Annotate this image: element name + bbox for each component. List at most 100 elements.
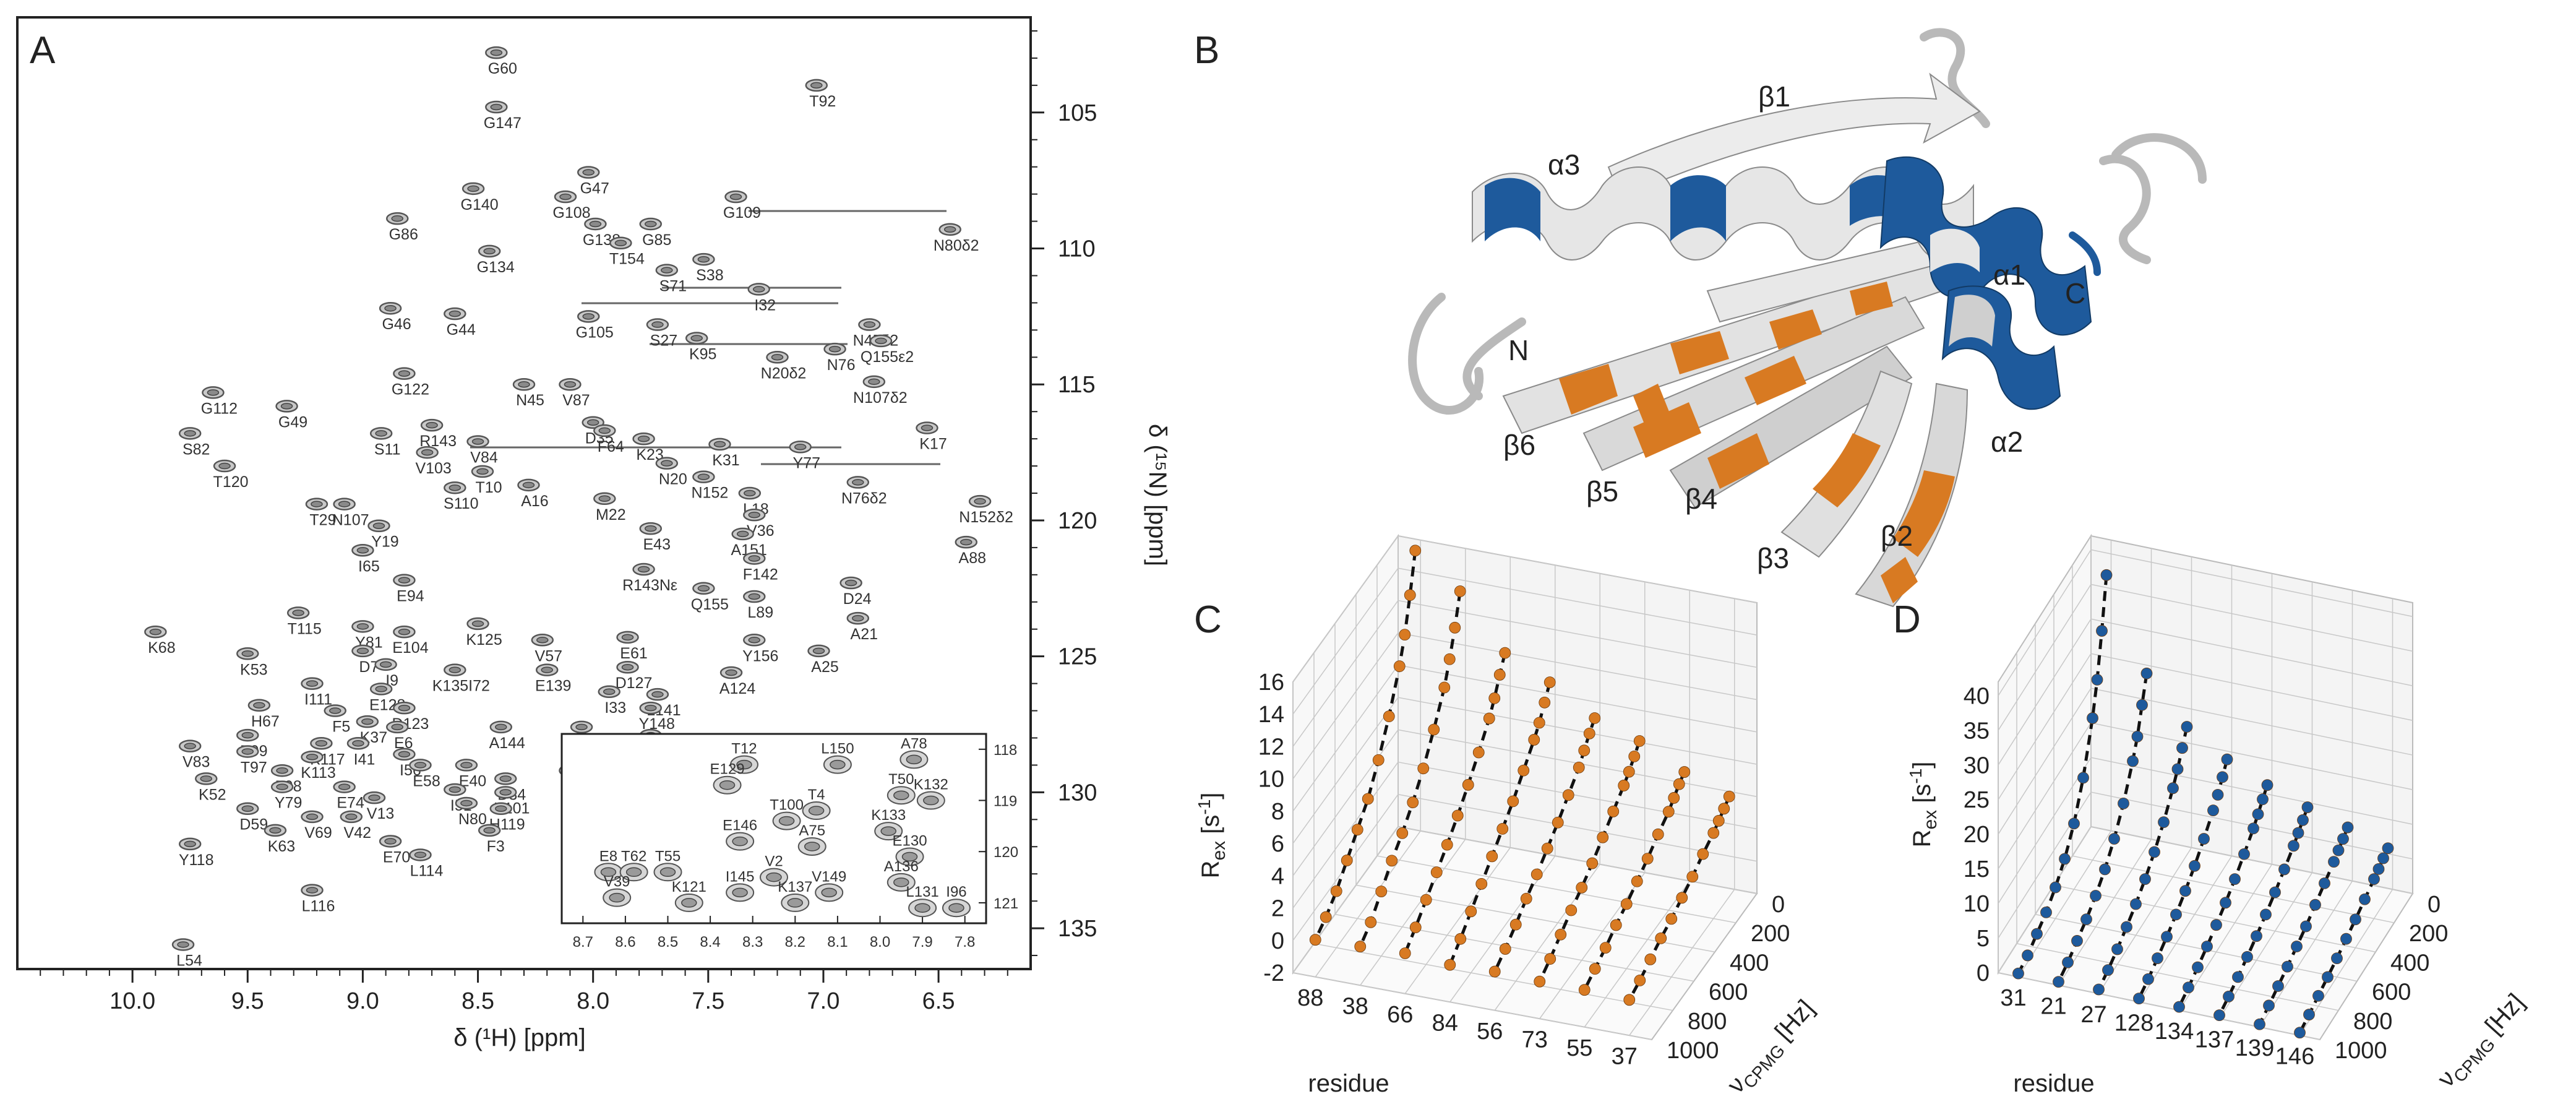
hl-10 [1633, 384, 1670, 427]
d-point-21-0 [2140, 667, 2153, 679]
panel-c-x-label: residue [1308, 1070, 1389, 1097]
d-grid-res-floor [2299, 889, 2394, 1036]
peak-contour-inner-87 [253, 702, 265, 709]
d-point-31-0 [2100, 569, 2113, 581]
inset-xtick-label-7: 8.0 [870, 934, 890, 950]
peak-label-73: E61 [620, 645, 647, 662]
a-ytick-label-4: 125 [1058, 644, 1097, 670]
peak-label-23: N76 [827, 356, 856, 374]
peak-label-53: N107 [332, 512, 369, 529]
peak-contour-inner-49 [598, 495, 611, 502]
d-grid-res-floor [2178, 864, 2273, 1011]
inset-peak-label-6: T100 [770, 797, 804, 814]
d-point-128-3 [2207, 804, 2219, 816]
inset-peak-label-15: V2 [765, 853, 783, 870]
d-point-139-10 [2263, 999, 2275, 1012]
d-grid-freq-floor [2035, 913, 2358, 982]
peak-contour-inner-28 [564, 381, 577, 388]
c-point-73-1 [1628, 750, 1641, 762]
peak-contour-inner-12 [483, 248, 496, 255]
inset-peak-inner-7 [808, 806, 825, 816]
hl-2 [1670, 331, 1729, 374]
c-point-38-6 [1407, 796, 1419, 809]
peak-label-81: D127 [616, 674, 653, 692]
c-ztick-label-8: 0 [1271, 928, 1284, 954]
peak-contour-inner-125 [306, 887, 319, 894]
inset-peak-label-23: I96 [946, 884, 966, 900]
d-point-137-9 [2232, 971, 2244, 983]
peak-contour-inner-54 [748, 511, 761, 519]
c-res-label-5: 73 [1522, 1027, 1548, 1053]
c-point-56-11 [1488, 965, 1501, 978]
panel-c-ticks: 16 14 12 10 8 6 4 2 0 -2 88 38 66 84 56 73 55 37 0 200 400 60… [1258, 670, 1790, 1069]
peak-contour-inner-117 [495, 805, 507, 812]
peak-label-25: G122 [392, 381, 429, 399]
d-point-31-9 [2031, 928, 2043, 940]
peak-contour-inner-59 [960, 538, 972, 546]
peak-label-69: K125 [466, 631, 502, 649]
peak-label-5: G108 [552, 204, 590, 222]
c-ztick-label-9: -2 [1263, 960, 1284, 986]
peak-contour-inner-90 [328, 707, 341, 714]
inset-peak-inner-11 [901, 851, 918, 862]
peak-label-111: Y79 [275, 795, 302, 812]
d-grid-z-side [1998, 584, 2092, 731]
panel-d-z-label-unit: [s [1908, 784, 1936, 810]
c-point-55-9 [1599, 942, 1612, 954]
d-point-21-11 [2053, 976, 2064, 988]
peak-contour-inner-22 [690, 335, 703, 342]
peak-label-63: D24 [843, 590, 872, 608]
peak-label-83: I111 [304, 691, 332, 709]
d-point-27-9 [2111, 943, 2123, 955]
label-beta3: β3 [1757, 542, 1789, 574]
hl-4 [1633, 402, 1701, 458]
c-res-label-4: 56 [1477, 1019, 1503, 1045]
panel-c-series [1309, 545, 1735, 1006]
inset-peak-label-18: V149 [812, 868, 846, 885]
c-ztick-label-6: 4 [1271, 863, 1284, 889]
peak-label-14: S71 [659, 278, 687, 295]
inset-xtick-label-2: 8.5 [658, 934, 678, 950]
peak-label-9: G85 [642, 231, 671, 249]
d-point-128-9 [2152, 952, 2163, 964]
peak-label-55: Y19 [371, 533, 398, 551]
peak-contour-inner-78 [449, 666, 462, 673]
c-point-73-10 [1544, 953, 1556, 965]
panel-a-inset: 8.7 8.6 8.5 8.4 8.3 8.2 8.1 8.0 7.9 7.8 118 119 120… [560, 733, 1018, 950]
c-point-66-3 [1483, 712, 1495, 725]
d-point-31-7 [2050, 881, 2061, 894]
peak-label-116: D59 [239, 816, 268, 834]
d-point-31-5 [2068, 817, 2080, 830]
inset-peak-inner-18 [821, 887, 837, 898]
label-n-terminus: N [1508, 334, 1529, 366]
inset-xtick-label-3: 8.4 [700, 934, 720, 950]
peak-contour-inner-44 [476, 468, 489, 475]
d-point-134-0 [2261, 779, 2273, 791]
panel-c-y-label-sub: CPMG [1740, 1041, 1788, 1092]
peak-label-90: F5 [332, 718, 350, 736]
c-point-73-2 [1623, 765, 1635, 778]
peak-label-40: Y77 [792, 454, 820, 472]
peak-contour-inner-121 [483, 827, 496, 834]
c-point-88-10 [1320, 911, 1332, 923]
helix-a3-blue-1 [1485, 178, 1540, 241]
peak-contour-inner-14 [661, 267, 673, 274]
inset-ytick-label-0: 118 [994, 742, 1017, 759]
inset-peak-inner-22 [914, 903, 930, 913]
d-point-139-1 [2337, 833, 2349, 845]
peak-label-51: N152δ2 [959, 509, 1013, 526]
peak-label-44: T10 [475, 479, 502, 496]
c-point-37-8 [1655, 932, 1667, 944]
d-point-31-4 [2077, 772, 2089, 784]
panel-d-z-label-sub: ex [1920, 810, 1941, 830]
d-point-27-8 [2121, 921, 2132, 933]
peak-label-121: F3 [487, 838, 505, 855]
d-grid-res-floor [2017, 830, 2112, 978]
inset-peak-inner-14 [659, 867, 676, 877]
peak-contour-inner-111 [276, 783, 288, 790]
peak-contour-inner-79 [379, 661, 392, 668]
d-point-21-7 [2090, 890, 2102, 902]
inset-xtick-label-9: 7.8 [955, 934, 975, 950]
c-grid-freq-floor [1355, 884, 1715, 953]
peak-contour-inner-116 [241, 805, 254, 812]
